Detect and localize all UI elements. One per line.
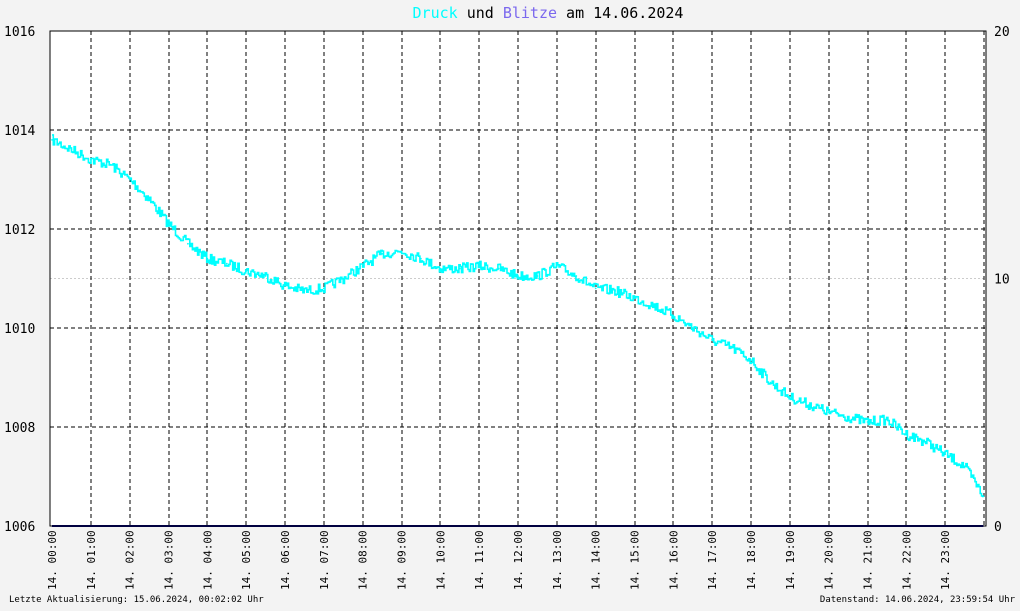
- data-point-druck: [245, 270, 248, 272]
- data-point-druck: [633, 297, 636, 300]
- data-point-druck: [303, 290, 306, 292]
- y-left-tick-label: 1006: [4, 520, 35, 535]
- data-point-druck: [284, 285, 286, 287]
- title-und: und: [458, 4, 503, 22]
- data-point-druck: [672, 314, 675, 317]
- title-date: am 14.06.2024: [557, 4, 683, 22]
- data-point-druck: [89, 158, 92, 161]
- data-point-druck: [536, 275, 539, 277]
- data-point-druck: [439, 267, 442, 270]
- x-tick-label: 14. 11:00: [473, 530, 486, 590]
- data-point-druck: [730, 346, 733, 349]
- data-point-druck: [866, 421, 869, 423]
- data-point-druck: [711, 339, 714, 342]
- y-right-tick-label: 0: [994, 520, 1002, 535]
- x-tick-label: 14. 06:00: [279, 530, 292, 590]
- data-point-druck: [788, 396, 791, 399]
- y-right-tick-label: 10: [994, 273, 1010, 288]
- data-point-druck: [517, 275, 519, 277]
- data-point-druck: [808, 403, 811, 406]
- data-point-druck: [264, 275, 267, 277]
- data-point-druck: [594, 287, 597, 290]
- data-point-druck: [148, 198, 151, 201]
- data-point-druck: [653, 304, 655, 307]
- plot-frame: [49, 30, 987, 527]
- x-tick-label: 14. 04:00: [201, 530, 214, 590]
- series-line-druck: [52, 134, 984, 498]
- x-tick-label: 14. 17:00: [706, 530, 719, 590]
- y-axis-left: 1006 1008 1010 1012 1014 1016: [4, 25, 35, 535]
- data-point-druck: [70, 148, 73, 151]
- data-point-druck: [750, 359, 752, 362]
- data-point-druck: [769, 381, 772, 384]
- y-left-tick-label: 1012: [4, 223, 35, 238]
- x-tick-label: 14. 15:00: [629, 530, 642, 590]
- data-point-druck: [420, 257, 422, 260]
- x-tick-label: 14. 12:00: [512, 530, 525, 590]
- data-point-druck: [944, 453, 947, 456]
- x-tick-label: 14. 07:00: [318, 530, 331, 590]
- x-tick-label: 14. 09:00: [396, 530, 409, 590]
- chart-title: Druck und Blitze am 14.06.2024: [413, 4, 684, 22]
- x-tick-label: 14. 02:00: [124, 530, 137, 590]
- data-point-druck: [225, 262, 228, 265]
- y-left-tick-label: 1016: [4, 25, 35, 40]
- data-point-druck: [478, 265, 481, 267]
- x-tick-label: 14. 16:00: [667, 530, 680, 590]
- data-point-druck: [691, 327, 694, 329]
- x-axis: 14. 00:00 14. 01:00 14. 02:00 14. 03:00 14. …: [46, 530, 952, 590]
- x-tick-label: 14. 10:00: [434, 530, 447, 590]
- x-tick-label: 14. 18:00: [745, 530, 758, 590]
- data-point-druck: [342, 277, 345, 280]
- x-tick-label: 14. 13:00: [551, 530, 564, 590]
- x-tick-label: 14. 01:00: [85, 530, 98, 590]
- x-tick-label: 14. 21:00: [862, 530, 875, 590]
- x-tick-label: 14. 03:00: [163, 530, 176, 590]
- data-point-druck: [847, 416, 849, 418]
- data-point-druck: [555, 265, 558, 267]
- data-point-druck: [575, 275, 578, 277]
- data-point-druck: [497, 267, 500, 270]
- data-point-druck: [924, 440, 927, 443]
- data-point-druck: [361, 265, 364, 267]
- data-point-druck: [614, 290, 616, 292]
- data-point-druck: [51, 139, 53, 141]
- data-point-druck: [167, 223, 170, 225]
- data-point-druck: [187, 242, 189, 245]
- data-point-druck: [886, 418, 888, 421]
- data-point-druck: [206, 257, 209, 260]
- data-point-druck: [322, 287, 325, 290]
- x-tick-label: 14. 05:00: [240, 530, 253, 590]
- x-tick-label: 14. 23:00: [939, 530, 952, 590]
- title-blitze: Blitze: [503, 4, 557, 22]
- x-tick-label: 14. 19:00: [784, 530, 797, 590]
- x-tick-label: 14. 20:00: [823, 530, 836, 590]
- title-druck: Druck: [413, 4, 458, 22]
- data-point-druck: [109, 163, 112, 166]
- data-point-druck: [982, 495, 985, 498]
- x-tick-label: 14. 22:00: [900, 530, 913, 590]
- data-point-druck: [905, 433, 908, 436]
- data-point-druck: [381, 252, 383, 255]
- y-axis-right: 0 10 20: [994, 25, 1010, 535]
- data-point-druck: [400, 250, 403, 253]
- data-point-druck: [963, 465, 966, 468]
- x-tick-label: 14. 00:00: [46, 530, 59, 590]
- data-point-druck: [827, 411, 830, 414]
- y-left-tick-label: 1008: [4, 421, 35, 436]
- y-right-tick-label: 20: [994, 25, 1010, 40]
- data-point-druck: [128, 178, 131, 181]
- x-tick-label: 14. 14:00: [590, 530, 603, 590]
- y-left-tick-label: 1010: [4, 322, 35, 337]
- footer-data-state: Datenstand: 14.06.2024, 23:59:54 Uhr: [820, 595, 1016, 605]
- footer-last-update: Letzte Aktualisierung: 15.06.2024, 00:02…: [9, 595, 264, 605]
- x-tick-label: 14. 08:00: [357, 530, 370, 590]
- data-point-druck: [458, 267, 461, 270]
- y-left-tick-label: 1014: [4, 124, 35, 139]
